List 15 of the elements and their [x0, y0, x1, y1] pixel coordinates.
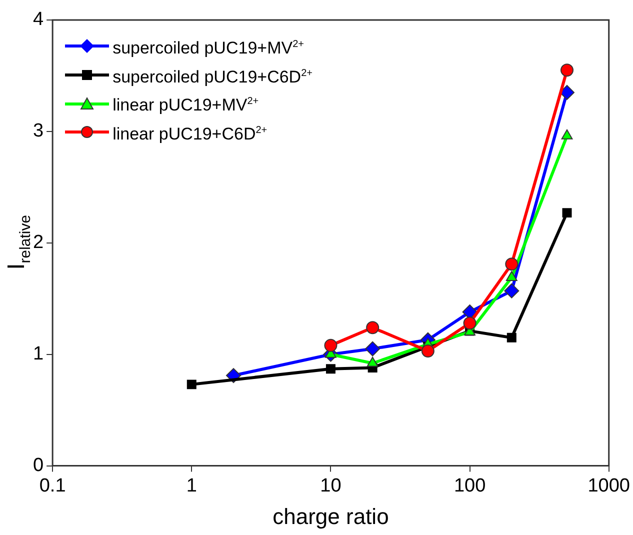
y-tick-label: 3: [32, 120, 44, 142]
legend-label: linear pUC19+C6D$^{2+}$: [112, 124, 268, 146]
x-tick-label: 0.1: [39, 475, 66, 496]
x-tick-label: 10: [320, 475, 342, 496]
x-tick-label: 1000: [588, 475, 630, 496]
y-tick-label: 1: [32, 344, 44, 365]
y-tick-label: 2: [32, 232, 44, 254]
y-tick-label: 4: [32, 9, 44, 30]
y-tick-label: 0: [32, 455, 44, 476]
legend-label: linear pUC19+MV$^{2+}$: [112, 94, 259, 117]
x-axis-title: charge ratio: [272, 504, 389, 529]
legend-label: supercoiled pUC19+MV$^{2+}$: [112, 38, 304, 60]
x-tick-label: 100: [454, 475, 486, 496]
x-tick-label: 1: [186, 475, 197, 496]
legend-label: supercoiled pUC19+C6D$^{2+}$: [112, 66, 312, 88]
